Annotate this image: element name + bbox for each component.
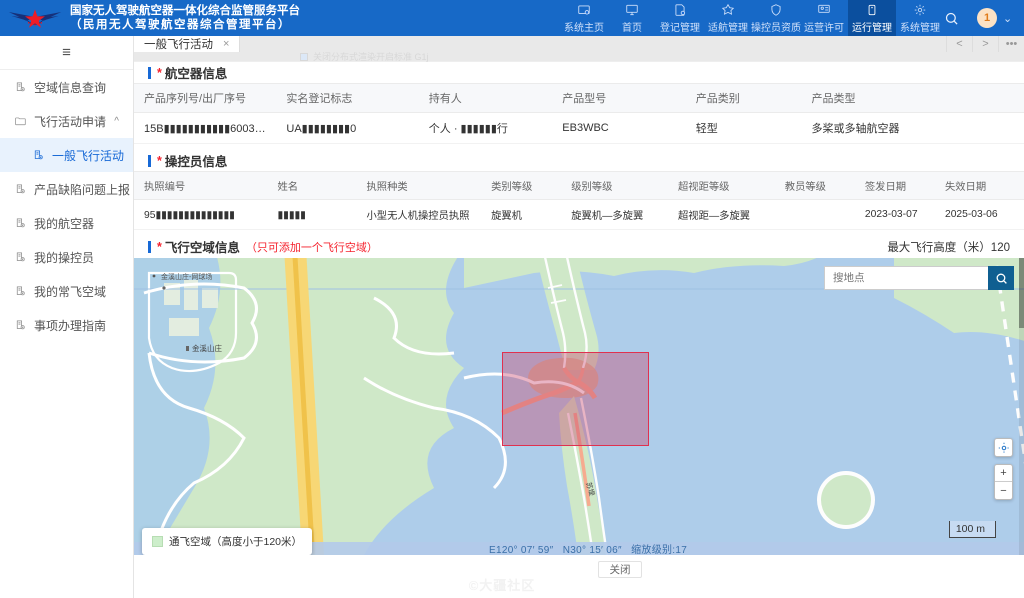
- svg-text:金溪山庄-网球场: 金溪山庄-网球场: [161, 272, 212, 281]
- svg-text:金溪山庄: 金溪山庄: [192, 343, 222, 353]
